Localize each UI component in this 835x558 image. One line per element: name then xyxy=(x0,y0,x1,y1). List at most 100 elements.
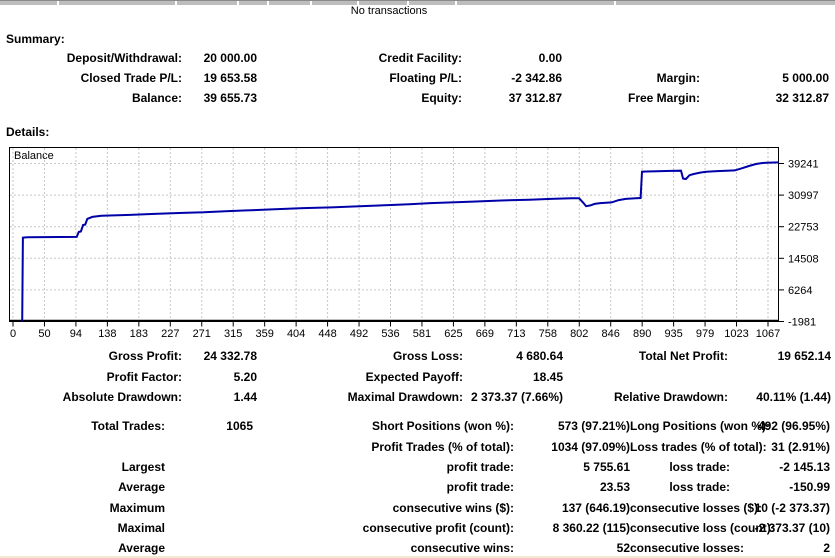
stat-value: 5 000.00 xyxy=(782,71,829,85)
summary-row-closed-pl: Closed Trade P/L: 19 653.58 Floating P/L… xyxy=(0,71,835,86)
stat-value: 1.44 xyxy=(233,390,257,404)
stat-label: Floating P/L: xyxy=(389,71,462,85)
stat-label: profit trade: xyxy=(446,460,514,474)
stats-row-average-consecutive: Average consecutive wins: 52 consecutive… xyxy=(0,541,835,556)
bottom-edge-strip xyxy=(0,556,835,558)
stat-label: Gross Profit: xyxy=(108,349,182,363)
svg-text:359: 359 xyxy=(255,328,273,340)
stat-label: Long Positions (won %): xyxy=(630,419,770,433)
svg-text:227: 227 xyxy=(161,328,179,340)
stat-value: -2 342.86 xyxy=(511,71,562,85)
svg-text:846: 846 xyxy=(602,328,620,340)
svg-text:979: 979 xyxy=(696,328,714,340)
stats-row-average-trade: Average profit trade: 23.53 loss trade: … xyxy=(0,480,835,495)
stat-value: 24 332.78 xyxy=(203,349,257,363)
stat-value: 492 (96.95%) xyxy=(757,419,830,433)
stat-value: 2 xyxy=(823,541,830,555)
svg-text:22753: 22753 xyxy=(788,222,819,234)
svg-text:30997: 30997 xyxy=(788,190,819,202)
svg-text:271: 271 xyxy=(193,328,211,340)
stat-value: 5 755.61 xyxy=(583,460,630,474)
svg-text:-1981: -1981 xyxy=(788,317,816,329)
summary-row-deposit: Deposit/Withdrawal: 20 000.00 Credit Fac… xyxy=(0,51,835,66)
stat-value: 19 652.14 xyxy=(777,349,831,363)
column-separator xyxy=(310,1,312,6)
svg-text:39241: 39241 xyxy=(788,159,819,171)
stats-row-drawdown: Absolute Drawdown: 1.44 Maximal Drawdown… xyxy=(0,390,835,405)
stat-value: -150.99 xyxy=(789,480,830,494)
stats-row-maximum-consecutive: Maximum consecutive wins ($): 137 (646.1… xyxy=(0,501,835,516)
stat-label: Largest xyxy=(121,460,165,474)
stat-label: Free Margin: xyxy=(627,91,700,105)
stat-value: 32 312.87 xyxy=(775,91,829,105)
stat-label: Maximum xyxy=(109,501,165,515)
column-separator xyxy=(175,1,177,6)
stat-label: Relative Drawdown: xyxy=(613,390,728,404)
svg-text:802: 802 xyxy=(570,328,588,340)
stats-row-total-trades: Total Trades: 1065 Short Positions (won … xyxy=(0,419,835,434)
stat-label: Total Net Profit: xyxy=(638,349,728,363)
svg-text:94: 94 xyxy=(70,328,82,340)
stat-value: 2 373.37 (7.66%) xyxy=(470,390,563,404)
stat-label: Equity: xyxy=(421,91,462,105)
svg-text:536: 536 xyxy=(381,328,399,340)
stats-row-gross: Gross Profit: 24 332.78 Gross Loss: 4 68… xyxy=(0,349,835,364)
stats-row-maximal-consecutive: Maximal consecutive profit (count): 8 36… xyxy=(0,521,835,536)
stat-value: 1034 (97.09%) xyxy=(551,440,630,454)
svg-text:14508: 14508 xyxy=(788,253,819,265)
column-separator xyxy=(407,1,409,6)
stat-label: Credit Facility: xyxy=(378,51,462,65)
stat-label: Average xyxy=(118,480,165,494)
svg-text:448: 448 xyxy=(318,328,336,340)
stat-value: 18.45 xyxy=(532,370,563,384)
stat-label: Profit Factor: xyxy=(106,370,182,384)
summary-row-balance: Balance: 39 655.73 Equity: 37 312.87 Fre… xyxy=(0,91,835,106)
stat-label: Maximal xyxy=(117,521,165,535)
stat-value: 5.20 xyxy=(233,370,257,384)
stat-label: Absolute Drawdown: xyxy=(62,390,182,404)
stat-value: -2 145.13 xyxy=(779,460,830,474)
stat-label: Average xyxy=(118,541,165,555)
svg-text:0: 0 xyxy=(10,328,16,340)
column-separator xyxy=(455,1,457,6)
details-section-title: Details: xyxy=(6,125,50,139)
svg-text:50: 50 xyxy=(38,328,50,340)
stat-value: 40.11% (1.44) xyxy=(756,390,831,404)
stat-label: consecutive wins: xyxy=(410,541,514,555)
stat-label: Maximal Drawdown: xyxy=(347,390,463,404)
svg-text:1023: 1023 xyxy=(724,328,748,340)
stats-row-profit-trades: Profit Trades (% of total): 1034 (97.09%… xyxy=(0,440,835,455)
stat-value: 19 653.58 xyxy=(203,71,257,85)
stat-value: 0.00 xyxy=(538,51,562,65)
stat-label: consecutive loss (count): xyxy=(630,521,775,535)
stat-value: 4 680.64 xyxy=(516,349,563,363)
stat-label: Profit Trades (% of total): xyxy=(371,440,514,454)
column-separator xyxy=(237,1,239,6)
column-separator xyxy=(614,1,616,6)
stat-label: Short Positions (won %): xyxy=(372,419,514,433)
svg-text:1067: 1067 xyxy=(756,328,780,340)
stat-value: 1065 xyxy=(226,419,253,433)
svg-text:581: 581 xyxy=(413,328,431,340)
stat-label: Balance: xyxy=(131,91,182,105)
stat-value: 20 000.00 xyxy=(203,51,257,65)
stat-label: loss trade: xyxy=(669,480,730,494)
svg-text:713: 713 xyxy=(507,328,525,340)
svg-text:183: 183 xyxy=(130,328,148,340)
stat-label: loss trade: xyxy=(669,460,730,474)
stat-value: 137 (646.19) xyxy=(561,501,630,515)
stat-label: Deposit/Withdrawal: xyxy=(66,51,182,65)
no-transactions-text: No transactions xyxy=(350,5,428,17)
stat-label: consecutive profit (count): xyxy=(362,521,514,535)
stat-label: Closed Trade P/L: xyxy=(80,71,182,85)
stat-value: 31 (2.91%) xyxy=(771,440,830,454)
balance-chart: Balance 39241 30997 22753 14508 6264 -1981 0 50… xyxy=(0,140,835,352)
stat-label: Expected Payoff: xyxy=(365,370,463,384)
stat-label: consecutive losses: xyxy=(630,541,745,555)
stat-value: 39 655.73 xyxy=(203,91,257,105)
svg-text:315: 315 xyxy=(224,328,242,340)
svg-text:492: 492 xyxy=(350,328,368,340)
svg-text:669: 669 xyxy=(476,328,494,340)
stat-value: 8 360.22 (115) xyxy=(552,521,630,535)
svg-text:138: 138 xyxy=(98,328,116,340)
